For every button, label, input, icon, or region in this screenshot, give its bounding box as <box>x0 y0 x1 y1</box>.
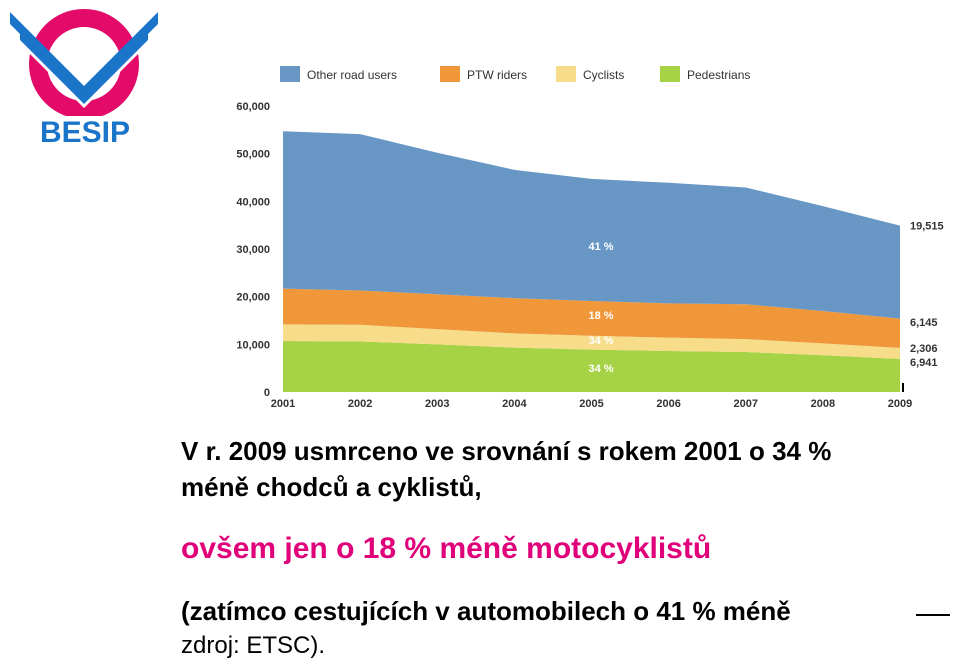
x-tick-label: 2005 <box>579 398 603 410</box>
legend-swatch-other-road-users <box>280 66 300 82</box>
end-label: 2,306 <box>910 343 938 355</box>
y-axis: 0 10,000 20,000 30,000 40,000 50,000 60,000 <box>236 101 270 399</box>
end-label: 6,145 <box>910 317 938 329</box>
x-tick-label: 2003 <box>425 398 449 410</box>
percent-annotation: 34 % <box>588 363 613 375</box>
caption-line-2: méně chodců a cyklistů, <box>181 472 482 502</box>
area-other-road-users <box>283 131 900 319</box>
legend-swatch-pedestrians <box>660 66 680 82</box>
x-tick-label: 2006 <box>656 398 680 410</box>
area-cyclists <box>283 324 900 359</box>
chart-areas <box>283 131 900 392</box>
chart-legend: Other road users PTW riders Cyclists Pedest… <box>280 66 750 82</box>
x-tick-label: 2008 <box>811 398 835 410</box>
end-label: 6,941 <box>910 357 938 369</box>
logo-text: BESIP <box>40 116 130 149</box>
x-tick-label: 2002 <box>348 398 372 410</box>
end-labels: 19,515 6,145 2,306 6,941 <box>910 221 944 369</box>
area-ptw-riders <box>283 288 900 348</box>
x-tick-label: 2004 <box>502 398 527 410</box>
percent-annotation: 41 % <box>588 241 613 253</box>
area-pedestrians <box>283 340 900 392</box>
percent-annotation: 18 % <box>588 310 613 322</box>
legend-label-ptw-riders: PTW riders <box>467 68 527 82</box>
end-label: 19,515 <box>910 221 944 233</box>
percent-annotations: 41 % 18 % 34 % 34 % <box>588 241 613 375</box>
y-tick-label: 30,000 <box>236 244 270 256</box>
percent-annotation: 34 % <box>588 335 613 347</box>
legend-label-cyclists: Cyclists <box>583 68 624 82</box>
besip-logo: BESIP <box>2 8 166 149</box>
y-tick-label: 50,000 <box>236 149 270 161</box>
x-tick-label: 2009 <box>888 398 912 410</box>
x-axis: 2001 2002 2003 2004 2005 2006 2007 2008 2009 <box>271 383 912 410</box>
caption-dash <box>916 614 950 616</box>
legend-swatch-ptw-riders <box>440 66 460 82</box>
caption-line-4: (zatímco cestujících v automobilech o 41… <box>181 596 791 626</box>
y-tick-label: 60,000 <box>236 101 270 113</box>
x-tick-label: 2001 <box>271 398 295 410</box>
caption-source: zdroj: ETSC). <box>181 632 326 659</box>
caption-line-1: V r. 2009 usmrceno ve srovnání s rokem 2… <box>181 436 832 466</box>
y-tick-label: 40,000 <box>236 196 270 208</box>
y-tick-label: 20,000 <box>236 292 270 304</box>
stacked-area-chart: Other road users PTW riders Cyclists Pedest… <box>236 66 944 410</box>
y-tick-label: 10,000 <box>236 339 270 351</box>
legend-label-other-road-users: Other road users <box>307 68 397 82</box>
caption-highlight: ovšem jen o 18 % méně motocyklistů <box>181 532 712 565</box>
legend-swatch-cyclists <box>556 66 576 82</box>
legend-label-pedestrians: Pedestrians <box>687 68 750 82</box>
y-tick-label: 0 <box>264 387 270 399</box>
x-tick-label: 2007 <box>734 398 758 410</box>
